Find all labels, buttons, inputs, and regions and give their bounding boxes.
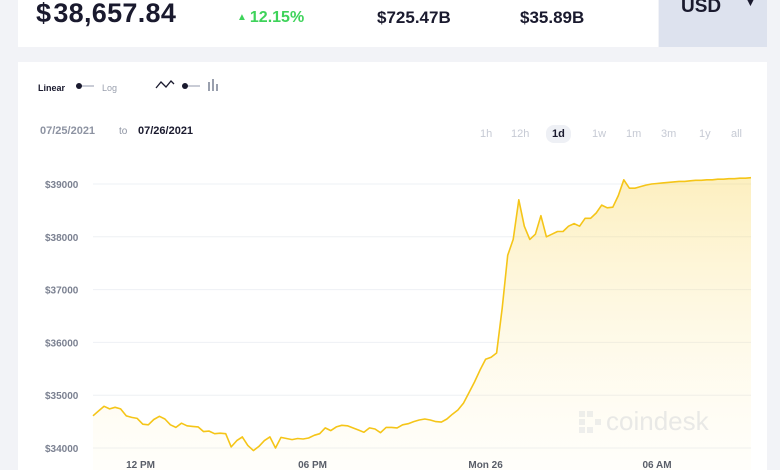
volume: $35.89B [520, 8, 585, 27]
price-chart[interactable]: coindesk $34000$35000$36000$37000$38000$… [18, 62, 767, 470]
y-tick-label: $34000 [45, 444, 79, 455]
date-from[interactable]: 07/25/2021 [40, 125, 96, 137]
scale-log-label[interactable]: Log [102, 83, 118, 93]
price-value: 38,657.84 [53, 0, 177, 28]
chart-type-toggle-track [182, 85, 200, 87]
currency-symbol: $ [36, 0, 52, 28]
market-cap: $725.47B [377, 8, 451, 27]
y-tick-label: $37000 [45, 286, 79, 297]
range-1y[interactable]: 1y [699, 128, 711, 140]
price-area-fill [93, 177, 751, 470]
scale-toggle-track [76, 85, 94, 87]
y-tick-label: $38000 [45, 233, 79, 244]
triangle-up-icon: ▲ [237, 12, 247, 23]
range-1h[interactable]: 1h [480, 128, 493, 140]
price-line [92, 176, 752, 452]
currency-select[interactable]: USD ▼ [659, 0, 767, 47]
range-3m[interactable]: 3m [661, 128, 677, 140]
chart-type-toggle-switch[interactable] [182, 83, 200, 89]
bar-chart-icon[interactable] [207, 79, 219, 91]
scale-toggle-knob [76, 83, 82, 89]
y-tick-label: $39000 [45, 180, 79, 191]
date-to-word: to [119, 126, 128, 137]
price-header: $38,657.84 ▲ 12.15% $725.47B $35.89B [18, 0, 658, 47]
range-12h[interactable]: 12h [511, 128, 530, 140]
chart-type-toggle-knob [182, 83, 188, 89]
y-axis: $34000 $35000 $36000 $37000 $38000 $39000 [45, 180, 79, 455]
range-1m[interactable]: 1m [626, 128, 642, 140]
price-change: ▲ 12.15% [237, 9, 304, 27]
range-all[interactable]: all [731, 128, 743, 140]
date-to[interactable]: 07/26/2021 [138, 125, 194, 137]
y-tick-label: $36000 [45, 338, 79, 349]
scale-linear-label[interactable]: Linear [38, 83, 66, 93]
scale-toggle-switch[interactable] [76, 83, 94, 89]
chart-card: Linear Log 07/25/2021 to 07/26/2021 1h 12… [18, 62, 767, 470]
currency-label: USD [681, 0, 722, 17]
y-tick-label: $35000 [45, 391, 79, 402]
range-1d[interactable]: 1d [546, 125, 571, 143]
current-price: $38,657.84 [36, 0, 176, 29]
line-chart-icon[interactable] [155, 79, 175, 91]
price-change-value: 12.15% [249, 9, 305, 26]
chevron-down-icon: ▼ [745, 0, 756, 9]
range-1w[interactable]: 1w [592, 128, 607, 140]
